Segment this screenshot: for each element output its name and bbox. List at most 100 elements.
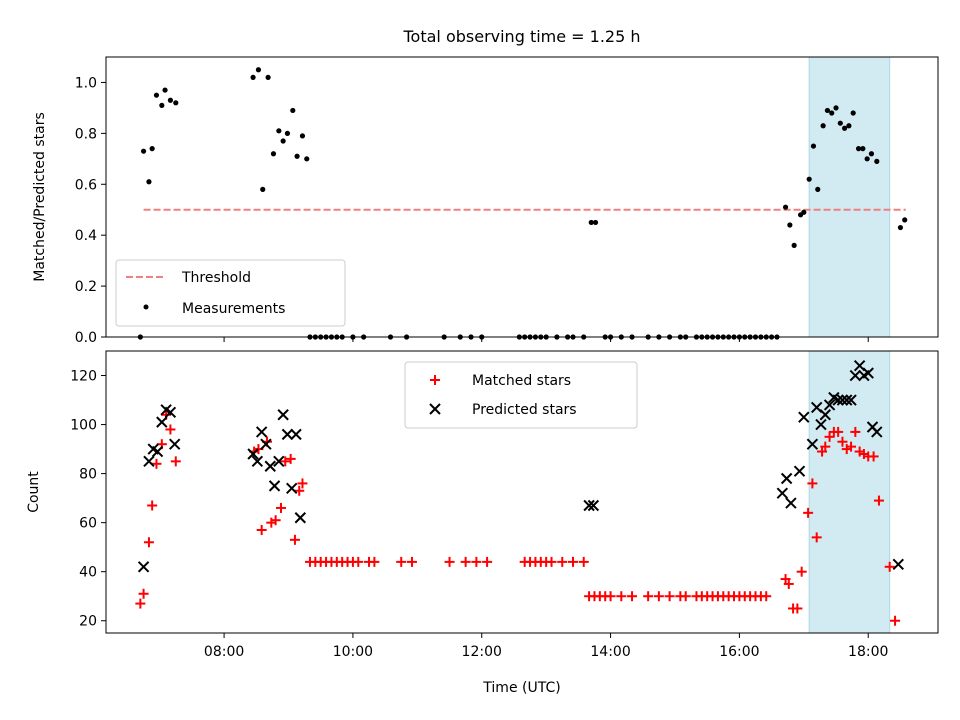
matched-stars-point [170, 456, 181, 467]
predicted-stars-point [290, 428, 302, 441]
matched-stars-point [147, 500, 158, 511]
predicted-stars-point [836, 394, 849, 406]
top-y-tick-label: 0.4 [75, 228, 97, 244]
predicted-stars-point [806, 438, 819, 450]
legend-predicted-swatch [429, 403, 441, 415]
measurement-point [280, 138, 286, 144]
matched-stars-point [135, 598, 146, 609]
matched-stars-point [557, 556, 568, 567]
predicted-stars-point [862, 367, 874, 379]
measurement-point [250, 74, 256, 80]
chart-title: Total observing time = 1.25 h [402, 27, 640, 46]
matched-stars-point [807, 478, 818, 489]
matched-stars-point [792, 603, 803, 614]
legend-predicted-label: Predicted stars [472, 402, 577, 418]
bottom-y-tick-label: 20 [79, 614, 97, 630]
predicted-stars-point [164, 406, 177, 419]
bottom-legend: Matched stars Predicted stars [404, 361, 638, 429]
predicted-stars-point [823, 399, 836, 411]
measurement-point [787, 222, 793, 228]
matched-stars-point [294, 485, 305, 496]
predicted-stars-point [819, 409, 831, 421]
x-axis-label: Time (UTC) [482, 680, 560, 696]
measurement-point [860, 146, 866, 152]
measurement-point [260, 186, 266, 192]
measurement-point [874, 158, 880, 164]
matched-stars-point [270, 515, 281, 526]
measurements-panel: 0.0 0.2 0.4 0.6 0.8 1.0 Total observing time … [32, 27, 939, 346]
legend-plus-marker [430, 375, 440, 385]
matched-stars-point [396, 556, 407, 567]
matched-stars-point [850, 426, 861, 437]
predicted-stars-point [845, 394, 857, 406]
matched-stars-point [796, 566, 807, 577]
measurement-point [782, 204, 789, 210]
predicted-stars-point [260, 438, 272, 450]
top-y-tick-label: 0.0 [75, 330, 97, 346]
bottom-highlight-span [808, 350, 891, 634]
top-y-tick-label: 0.2 [75, 279, 97, 295]
measurement-point [146, 179, 152, 185]
bottom-y-tick-label: 40 [79, 565, 97, 581]
measurement-point [801, 209, 807, 215]
matched-stars-point [275, 502, 286, 513]
predicted-stars-point [587, 499, 600, 512]
matched-stars-point [471, 556, 482, 567]
matched-stars-point [680, 591, 691, 602]
matched-stars-point [289, 534, 300, 545]
matched-stars-point [406, 556, 417, 567]
predicted-stars-point [815, 418, 827, 431]
measurement-point [140, 148, 147, 154]
matched-stars-point [151, 458, 162, 469]
counts-panel: 20 40 60 80 100 120 08:00 10:00 12:00 14:00 16:00… [26, 350, 939, 696]
measurement-point [304, 156, 310, 162]
top-y-tick-label: 1.0 [75, 75, 97, 91]
bottom-y-tick-label: 80 [79, 467, 97, 483]
matched-stars-point [138, 588, 149, 599]
measurement-point [846, 123, 852, 129]
legend-matched-swatch [430, 375, 440, 385]
measurement-point [270, 151, 277, 157]
bottom-y-tick-label: 100 [70, 418, 97, 434]
matched-stars-point [285, 453, 296, 464]
measurement-point [299, 133, 306, 139]
top-highlight-span [808, 56, 891, 338]
predicted-stars-point [776, 487, 789, 499]
measurement-point [276, 128, 282, 134]
matched-stars-point [280, 456, 291, 467]
bottom-y-tick-label: 60 [79, 516, 97, 532]
measurement-point [850, 110, 856, 116]
predicted-stars-point [156, 416, 168, 428]
predicted-stars-point [832, 394, 844, 406]
predicted-stars-point [151, 445, 164, 458]
x-tick-label: 16:00 [719, 644, 759, 660]
measurement-point [810, 143, 817, 149]
predicted-stars-point [841, 394, 853, 406]
matched-stars-point [165, 424, 176, 435]
matched-stars-point [369, 556, 380, 567]
x-tick-label: 08:00 [204, 644, 244, 660]
measurement-point [855, 146, 862, 152]
measurement-point [806, 176, 812, 182]
predicted-stars-point [793, 465, 806, 477]
measurement-point [815, 186, 821, 192]
predicted-stars-point [268, 480, 281, 492]
predicted-stars-point [277, 409, 289, 421]
predicted-stars-point [785, 497, 797, 509]
predicted-stars-point [849, 369, 862, 382]
matched-stars-point [444, 556, 455, 567]
top-y-tick-label: 0.8 [75, 126, 97, 142]
measurement-point [824, 107, 831, 114]
measurement-point [284, 130, 291, 136]
predicted-stars-point [143, 455, 155, 468]
measurement-point [173, 100, 179, 106]
measurement-point [842, 125, 848, 131]
matched-stars-point [627, 591, 638, 602]
predicted-stars-point [247, 448, 259, 460]
predicted-stars-point [251, 455, 264, 468]
matched-stars-point [353, 556, 364, 567]
matched-stars-point [567, 556, 578, 567]
measurement-point [868, 151, 875, 157]
matched-stars-point [820, 441, 831, 452]
measurement-point [149, 146, 155, 152]
